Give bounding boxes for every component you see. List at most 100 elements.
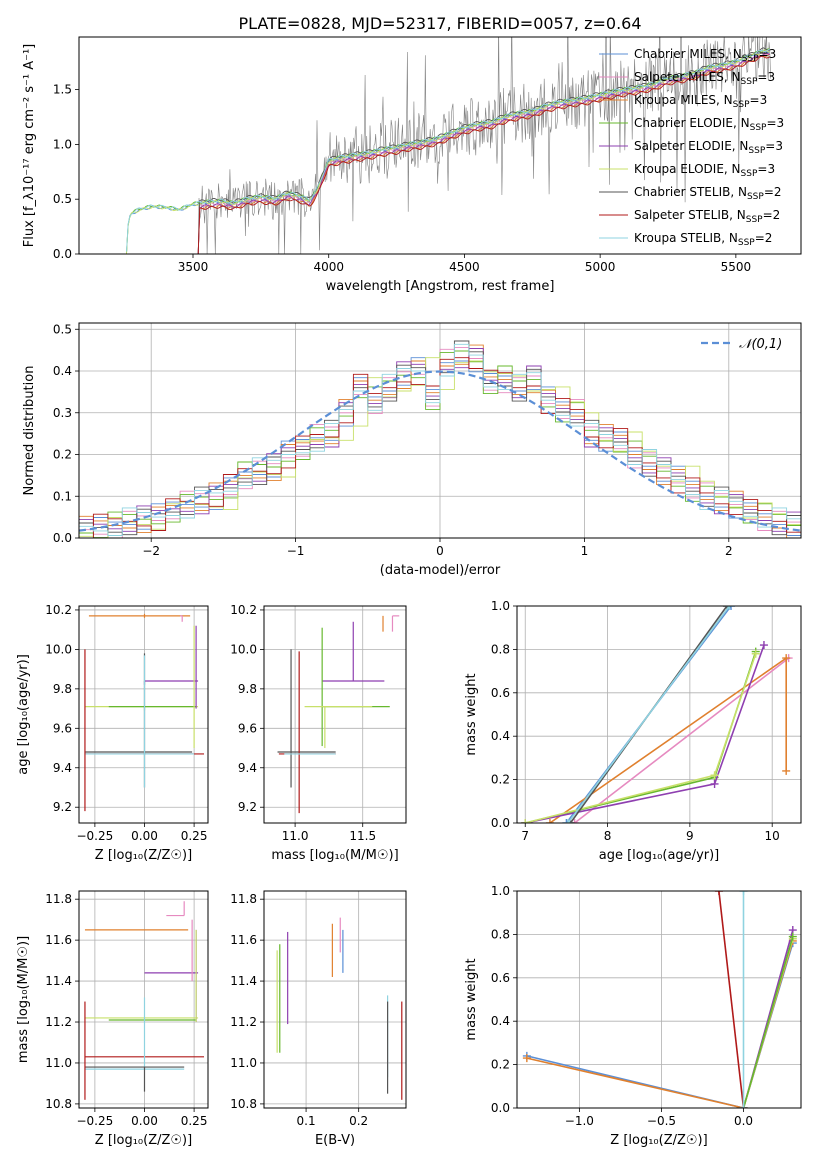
figure-title: PLATE=0828, MJD=52317, FIBERID=0057, z=0… <box>238 14 641 33</box>
y-tick-label: 0.3 <box>53 406 72 420</box>
weight-line-kroupa_miles <box>526 940 794 1108</box>
plot-area <box>84 901 205 1100</box>
weight-line-salpeter_miles <box>574 657 790 823</box>
x-tick-label: 5500 <box>721 260 752 274</box>
x-tick-label: 1 <box>581 544 589 558</box>
x-axis-label: Z [log₁₀(Z/Z☉)] <box>610 1133 707 1148</box>
model-spectrum-chabrier_stelib <box>126 47 770 254</box>
legend-label: Salpeter STELIB, NSSP=2 <box>634 208 780 225</box>
model-spectrum-chabrier_miles <box>126 49 770 254</box>
y-tick-label: 9.2 <box>238 800 257 814</box>
histogram-salpeter_stelib <box>79 357 801 538</box>
y-tick-label: 9.2 <box>53 800 72 814</box>
weight-marker-kroupa_stelib <box>739 891 748 895</box>
weight-marker-salpeter_stelib <box>714 891 723 895</box>
legend-suffix: =3 <box>750 93 768 107</box>
age-vs-metallicity-plot: −0.25 0.00 0.25 9.2 9.4 9.6 9.8 10.0 10.2 Z [log₁… <box>16 603 209 863</box>
y-tick-label: 0.2 <box>491 1058 510 1072</box>
legend-suffix: =3 <box>766 116 784 130</box>
plot-area <box>276 917 403 1100</box>
model-spectrum-salpeter_stelib <box>126 55 771 254</box>
x-tick-label: −1 <box>287 544 305 558</box>
x-tick-label: 8 <box>604 829 612 843</box>
x-tick-label: −1.0 <box>565 1114 594 1128</box>
legend: Chabrier MILES, NSSP=3 Salpeter MILES, NS… <box>599 47 784 248</box>
x-tick-label: 4000 <box>313 260 344 274</box>
y-tick-label: 11.0 <box>45 1056 72 1070</box>
y-axis-label: mass weight <box>464 958 479 1040</box>
x-tick-label: 2 <box>725 544 733 558</box>
weight-marker-kroupa_elodie <box>521 819 530 823</box>
legend-label: Chabrier MILES, NSSP=3 <box>634 47 776 64</box>
axes-frame <box>263 605 407 824</box>
weight-marker-kroupa_elodie <box>710 771 719 780</box>
x-axis-label: Z [log₁₀(Z/Z☉)] <box>95 848 192 863</box>
x-tick-label: −2 <box>142 544 160 558</box>
legend-label: Chabrier ELODIE, NSSP=3 <box>634 116 784 133</box>
x-tick-label: −0.25 <box>76 829 113 843</box>
legend-subscript: SSP <box>741 169 758 179</box>
x-axis-label: wavelength [Angstrom, rest frame] <box>326 279 555 294</box>
y-tick-label: 0.8 <box>491 642 510 656</box>
legend-label: 𝒩(0,1) <box>739 337 782 352</box>
y-tick-label: 1.0 <box>491 599 510 613</box>
y-tick-label: 0.4 <box>491 729 510 743</box>
x-tick-label: 0.25 <box>181 829 208 843</box>
legend-suffix: =3 <box>757 70 775 84</box>
weight-marker-kroupa_elodie <box>751 649 760 658</box>
weight-line-chabrier_elodie <box>742 936 794 1108</box>
x-tick-label: 3500 <box>178 260 209 274</box>
axes-frame <box>78 322 802 539</box>
ticks: −0.25 0.00 0.25 10.8 11.0 11.2 11.4 11.6 11.8 <box>45 892 207 1128</box>
ticks: 11.0 11.5 9.2 9.4 9.6 9.8 10.0 10.2 <box>230 603 376 843</box>
legend-suffix: =3 <box>757 162 775 176</box>
residuals-histogram: −2 −1 0 1 2 0.0 0.1 0.2 0.3 0.4 0.5 (data-model)/er… <box>22 322 802 578</box>
legend-suffix: =2 <box>755 231 773 245</box>
legend-suffix: =2 <box>764 185 782 199</box>
weight-marker-kroupa_miles <box>522 1054 531 1063</box>
x-axis-label: (data-model)/error <box>380 563 501 578</box>
y-tick-label: 11.4 <box>230 974 257 988</box>
axes-frame <box>516 890 802 1109</box>
y-tick-label: 11.2 <box>45 1015 72 1029</box>
x-tick-label: 0.2 <box>349 1114 368 1128</box>
x-tick-label: 0.0 <box>734 1114 753 1128</box>
model-spectrum-kroupa_elodie <box>126 49 771 254</box>
observed-spectrum-line <box>126 37 771 254</box>
y-tick-label: 10.8 <box>230 1097 257 1111</box>
axes-frame <box>78 36 802 255</box>
y-tick-label: 0.6 <box>491 686 510 700</box>
weight-marker-chabrier_miles <box>727 606 736 610</box>
y-tick-label: 11.8 <box>230 892 257 906</box>
weight-line-kroupa_stelib <box>567 606 731 823</box>
axes-frame <box>78 605 209 824</box>
legend-suffix: =3 <box>765 139 783 153</box>
y-axis-label: mass weight <box>464 673 479 755</box>
age-vs-mass-plot: 11.0 11.5 9.2 9.4 9.6 9.8 10.0 10.2 mass [log₁₀(… <box>230 603 407 863</box>
axes-frame <box>516 605 802 824</box>
y-tick-label: 0.5 <box>53 192 72 206</box>
plot-area <box>277 615 400 814</box>
legend-subscript: SSP <box>750 123 767 133</box>
x-tick-label: 11.0 <box>282 829 309 843</box>
plot-area <box>84 613 205 812</box>
x-tick-label: 4500 <box>449 260 480 274</box>
legend-subscript: SSP <box>741 77 758 87</box>
legend-suffix: =3 <box>759 47 777 61</box>
axes-frame <box>78 890 209 1109</box>
weight-marker-kroupa_stelib <box>725 606 734 610</box>
weight-line-chabrier_miles <box>526 942 794 1108</box>
weight-marker-kroupa_miles <box>782 766 791 775</box>
legend-subscript: SSP <box>748 146 765 156</box>
y-tick-label: 0.1 <box>53 489 72 503</box>
y-tick-label: 9.4 <box>53 761 72 775</box>
spectrum-plot: 3500 4000 4500 5000 5500 0.0 0.5 1.0 1.5 waveleng… <box>22 36 802 294</box>
legend-label: Salpeter MILES, NSSP=3 <box>634 70 775 87</box>
legend-label: Salpeter ELODIE, NSSP=3 <box>634 139 783 156</box>
weight-marker-salpeter_elodie <box>710 779 719 788</box>
y-tick-label: 0.0 <box>491 816 510 830</box>
y-tick-label: 9.8 <box>238 682 257 696</box>
y-tick-label: 0.4 <box>491 1014 510 1028</box>
y-tick-label: 1.0 <box>491 884 510 898</box>
